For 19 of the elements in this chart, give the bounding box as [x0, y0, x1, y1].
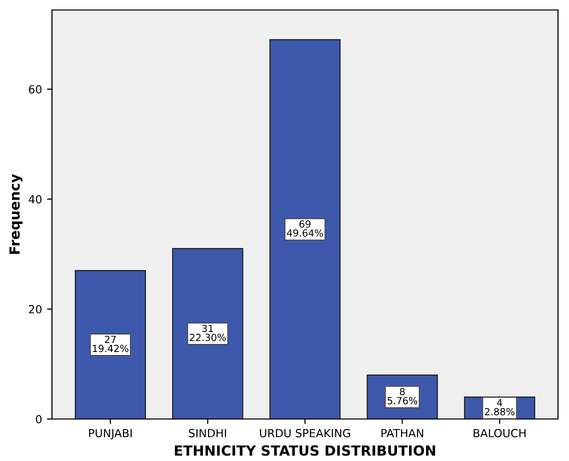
y-tick-label: 0: [36, 414, 42, 424]
data-label: 31 22.30%: [190, 324, 226, 342]
data-label: 27 19.42%: [92, 336, 128, 352]
x-tick-label: PUNJABI: [89, 429, 132, 440]
y-tick-label: 40: [28, 195, 42, 204]
data-label: 69 49.64%: [286, 220, 323, 237]
data-label: 8 5.76%: [388, 388, 418, 404]
x-tick-label: BALOUCH: [474, 428, 526, 438]
y-axis-title: Frequency: [9, 174, 23, 254]
x-tick-label: URDU SPEAKING: [260, 428, 350, 438]
x-tick-label: PATHAN: [382, 429, 424, 438]
y-tick-label: 20: [28, 305, 42, 314]
y-tick-label: 60: [28, 85, 42, 94]
x-axis-title: ETHNICITY STATUS DISTRIBUTION: [174, 445, 436, 456]
bar: [172, 248, 244, 419]
x-tick-label: SINDHI: [189, 428, 226, 438]
bar: [269, 39, 341, 419]
data-label: 4 2.88%: [484, 399, 515, 416]
bar: [74, 270, 146, 419]
